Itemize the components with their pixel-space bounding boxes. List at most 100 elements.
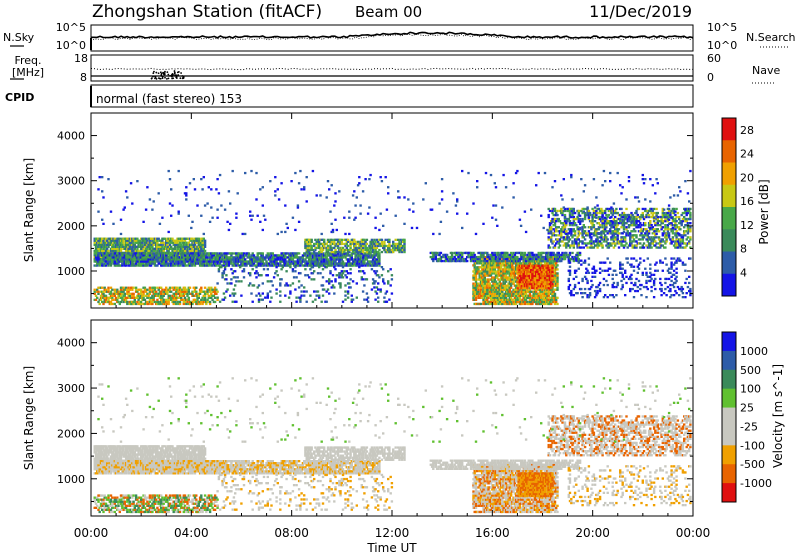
power-cell <box>381 251 383 253</box>
power-cell <box>510 285 512 287</box>
power-cell <box>343 270 345 272</box>
power-cell <box>120 248 122 250</box>
power-cell <box>318 247 320 249</box>
power-cell <box>240 295 242 297</box>
power-cell <box>242 258 244 260</box>
power-cell <box>472 260 474 262</box>
power-cell <box>474 254 476 256</box>
power-cell <box>329 270 331 272</box>
power-cell <box>392 247 394 249</box>
power-cell <box>257 254 259 256</box>
power-cell <box>208 295 210 297</box>
power-cell <box>373 270 375 272</box>
power-cell <box>339 282 341 284</box>
power-cell <box>452 258 454 260</box>
power-cell <box>510 274 512 276</box>
power-cell <box>176 287 178 289</box>
power-cell <box>262 282 264 284</box>
power-cell <box>520 287 522 289</box>
power-cell <box>163 260 165 262</box>
power-cell <box>262 256 264 258</box>
power-cell <box>225 278 227 280</box>
power-cell <box>125 246 127 248</box>
power-cell <box>279 258 281 260</box>
power-cell <box>135 252 137 254</box>
power-cell <box>500 254 502 256</box>
power-cell <box>168 301 170 303</box>
power-cell <box>326 280 328 282</box>
power-cell <box>277 258 279 260</box>
power-cell <box>274 272 276 274</box>
power-cell <box>132 287 134 289</box>
power-cell <box>262 252 264 254</box>
nave-dip-point <box>166 71 168 73</box>
power-cell <box>303 290 305 292</box>
power-cell <box>344 274 346 276</box>
power-cell <box>359 256 361 258</box>
power-cell <box>223 270 225 272</box>
power-cell <box>388 299 390 301</box>
power-cell <box>255 276 257 278</box>
power-cell <box>529 297 531 299</box>
power-cell <box>445 260 447 262</box>
power-cell <box>494 285 496 287</box>
power-cell <box>366 254 368 256</box>
nave-dip-point <box>162 76 164 78</box>
power-cell <box>548 281 550 283</box>
power-cell <box>548 295 550 297</box>
power-cell <box>191 238 193 240</box>
power-cell <box>343 254 345 256</box>
power-cell <box>250 256 252 258</box>
power-cell <box>497 256 499 258</box>
power-cell <box>96 289 98 291</box>
power-cell <box>502 260 504 262</box>
power-cell <box>233 295 235 297</box>
power-cell <box>390 268 392 270</box>
power-cell <box>273 256 275 258</box>
power-cell <box>383 282 385 284</box>
power-cell <box>514 278 516 280</box>
power-cell <box>106 240 108 242</box>
power-cell <box>403 247 405 249</box>
power-cell <box>211 299 213 301</box>
power-cell <box>269 301 271 303</box>
power-cell <box>316 256 318 258</box>
power-cell <box>496 283 498 285</box>
power-cell <box>238 280 240 282</box>
power-cell <box>142 297 144 299</box>
power-cell <box>526 271 528 273</box>
power-cell <box>105 299 107 301</box>
power-cell <box>548 299 550 301</box>
power-cell <box>328 278 330 280</box>
power-cell <box>504 266 506 268</box>
power-cell <box>333 286 335 288</box>
power-cell <box>308 276 310 278</box>
nave-tick-top: 60 <box>707 52 721 65</box>
power-cell <box>491 272 493 274</box>
power-cell <box>337 245 339 247</box>
power-cell <box>549 265 551 267</box>
power-cell <box>210 297 212 299</box>
power-cell <box>232 272 234 274</box>
power-cell <box>536 275 538 277</box>
power-cell <box>531 262 533 264</box>
power-cell <box>388 247 390 249</box>
power-cell <box>491 299 493 301</box>
power-cell <box>161 289 163 291</box>
power-cell <box>484 278 486 280</box>
power-cell <box>376 239 378 241</box>
power-cell <box>178 262 180 264</box>
power-cell <box>289 292 291 294</box>
power-cell <box>171 238 173 240</box>
power-cell <box>333 241 335 243</box>
power-cell <box>502 274 504 276</box>
power-cell <box>208 260 210 262</box>
power-cell <box>267 268 269 270</box>
nave-dip-point <box>161 73 163 75</box>
power-cell <box>223 272 225 274</box>
power-cell <box>285 260 287 262</box>
power-cell <box>122 252 124 254</box>
power-cell <box>556 287 558 289</box>
power-cell <box>208 287 210 289</box>
power-cell <box>367 301 369 303</box>
